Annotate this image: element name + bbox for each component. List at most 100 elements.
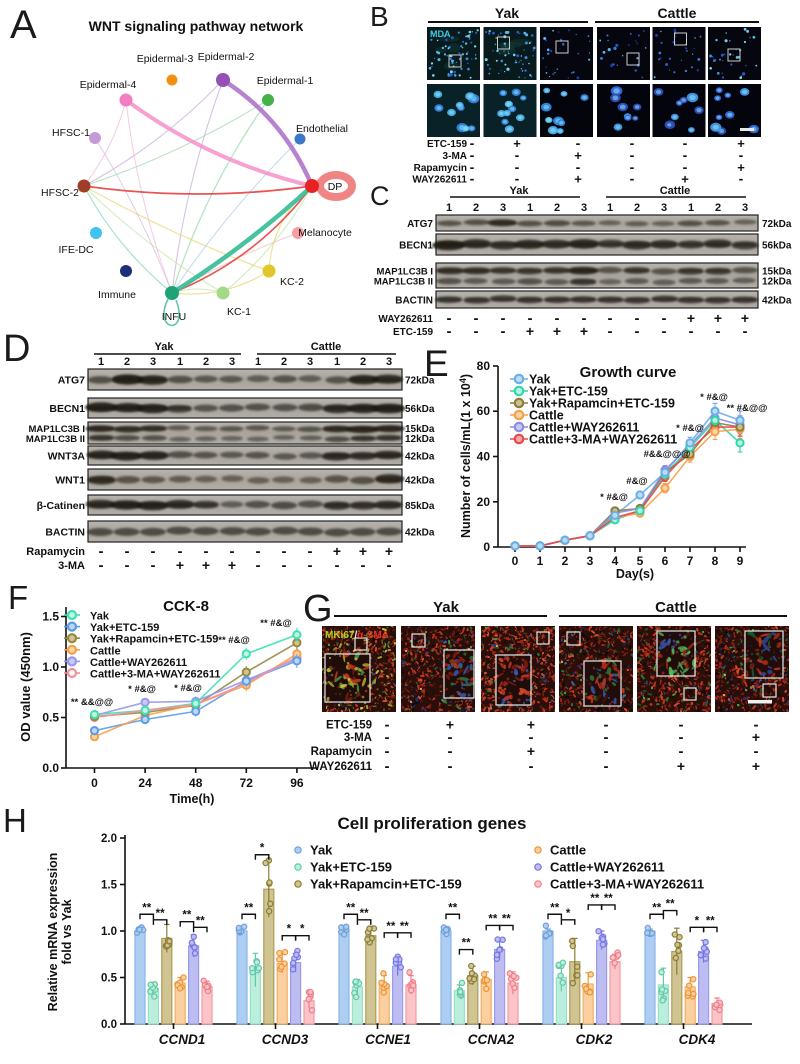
- svg-text:-: -: [515, 147, 520, 163]
- svg-text:Immune: Immune: [98, 289, 136, 301]
- svg-text:WNT1: WNT1: [55, 475, 85, 487]
- svg-text:0.5: 0.5: [42, 711, 59, 725]
- svg-text:Melanocyte: Melanocyte: [298, 227, 352, 239]
- svg-text:Relative mRNA expression: Relative mRNA expression: [46, 853, 60, 1012]
- svg-text:1: 1: [446, 202, 452, 214]
- svg-text:+: +: [202, 557, 210, 573]
- svg-text:MKi67/α-SMA: MKi67/α-SMA: [325, 630, 389, 641]
- svg-text:C: C: [370, 183, 390, 211]
- svg-text:** #&@@: ** #&@@: [727, 403, 768, 414]
- svg-text:Yak+Rapamcin+ETC-159: Yak+Rapamcin+ETC-159: [90, 634, 218, 646]
- svg-text:DP: DP: [328, 181, 343, 193]
- svg-text:-: -: [470, 147, 475, 163]
- svg-text:60: 60: [477, 404, 491, 418]
- svg-text:**: **: [400, 921, 409, 933]
- svg-text:+: +: [176, 557, 184, 573]
- svg-text:Cattle: Cattle: [658, 5, 697, 21]
- svg-text:Yak: Yak: [495, 5, 519, 21]
- svg-text:+: +: [580, 323, 588, 339]
- svg-text:Yak: Yak: [90, 611, 110, 623]
- svg-text:20: 20: [477, 495, 491, 509]
- svg-text:Yak+ETC-159: Yak+ETC-159: [529, 385, 608, 399]
- svg-text:-: -: [630, 135, 635, 151]
- svg-text:Cattle: Cattle: [529, 409, 564, 423]
- svg-text:Time(h): Time(h): [170, 792, 215, 806]
- svg-text:Epidermal-1: Epidermal-1: [257, 75, 314, 87]
- svg-text:B: B: [370, 1, 389, 32]
- svg-text:Rapamycin: Rapamycin: [26, 546, 85, 558]
- svg-text:3: 3: [742, 202, 748, 214]
- svg-text:-: -: [470, 159, 475, 175]
- svg-text:* #&@: * #&@: [700, 392, 728, 403]
- svg-text:**: **: [462, 938, 471, 950]
- svg-text:2: 2: [360, 356, 366, 368]
- svg-text:** #&@: ** #&@: [218, 635, 249, 646]
- svg-text:42kDa: 42kDa: [405, 476, 435, 487]
- svg-text:1: 1: [688, 202, 694, 214]
- svg-text:** &&@@: ** &&@@: [71, 697, 113, 708]
- svg-text:1.5: 1.5: [101, 880, 118, 892]
- svg-text:56kDa: 56kDa: [762, 241, 792, 252]
- svg-text:5: 5: [637, 554, 644, 568]
- svg-text:-: -: [99, 543, 104, 560]
- svg-text:+: +: [574, 172, 582, 187]
- svg-text:**: **: [666, 899, 675, 911]
- svg-text:+: +: [741, 310, 749, 326]
- svg-text:**: **: [346, 902, 355, 914]
- svg-text:BECN1: BECN1: [49, 403, 85, 415]
- svg-text:-: -: [178, 543, 183, 560]
- svg-text:Rapamycin: Rapamycin: [311, 746, 372, 758]
- svg-text:-: -: [151, 557, 156, 574]
- svg-text:0.5: 0.5: [101, 973, 118, 985]
- svg-text:3: 3: [229, 356, 235, 368]
- svg-text:-: -: [608, 323, 613, 340]
- svg-text:3: 3: [150, 356, 156, 368]
- svg-text:-: -: [385, 758, 390, 775]
- svg-text:2: 2: [281, 356, 287, 368]
- svg-text:* #&@: * #&@: [600, 492, 628, 503]
- svg-text:-: -: [515, 171, 520, 187]
- svg-text:+: +: [333, 543, 341, 559]
- svg-text:2: 2: [124, 356, 130, 368]
- svg-text:-: -: [387, 557, 392, 574]
- svg-text:Cattle: Cattle: [660, 185, 691, 197]
- svg-text:-: -: [474, 310, 479, 327]
- svg-text:12kDa: 12kDa: [405, 434, 435, 445]
- svg-text:-: -: [361, 557, 366, 574]
- svg-text:-: -: [448, 729, 453, 746]
- svg-text:8: 8: [712, 554, 719, 568]
- svg-text:-: -: [635, 310, 640, 327]
- svg-text:2: 2: [203, 356, 209, 368]
- svg-text:-: -: [282, 557, 287, 574]
- svg-text:1: 1: [607, 202, 613, 214]
- svg-text:CCNA2: CCNA2: [468, 1032, 515, 1047]
- svg-text:+: +: [752, 758, 760, 774]
- svg-text:-: -: [282, 543, 287, 560]
- svg-text:Cattle: Cattle: [311, 341, 342, 353]
- svg-text:*: *: [260, 843, 265, 855]
- svg-text:WNT3A: WNT3A: [48, 451, 86, 463]
- svg-text:3: 3: [661, 202, 667, 214]
- svg-text:+: +: [526, 323, 534, 339]
- svg-text:-: -: [739, 171, 744, 187]
- svg-text:**: **: [590, 893, 599, 905]
- svg-text:Cattle+WAY262611: Cattle+WAY262611: [90, 657, 187, 669]
- svg-text:40: 40: [477, 450, 491, 464]
- svg-text:72kDa: 72kDa: [762, 219, 792, 230]
- svg-text:3: 3: [500, 202, 506, 214]
- svg-text:-: -: [604, 717, 609, 734]
- svg-text:WAY262611: WAY262611: [309, 761, 372, 773]
- svg-text:Cattle: Cattle: [550, 843, 586, 858]
- svg-text:-: -: [308, 557, 313, 574]
- svg-text:**: **: [550, 902, 559, 914]
- svg-text:+: +: [687, 310, 695, 326]
- svg-text:1: 1: [334, 356, 340, 368]
- svg-text:+: +: [681, 172, 689, 187]
- svg-text:Rapamycin: Rapamycin: [414, 163, 467, 174]
- svg-text:3: 3: [307, 356, 313, 368]
- svg-text:24: 24: [138, 776, 152, 790]
- svg-text:CCND3: CCND3: [262, 1032, 309, 1047]
- svg-text:1.0: 1.0: [101, 926, 117, 938]
- svg-text:+: +: [737, 136, 745, 151]
- svg-text:3-MA: 3-MA: [344, 732, 372, 744]
